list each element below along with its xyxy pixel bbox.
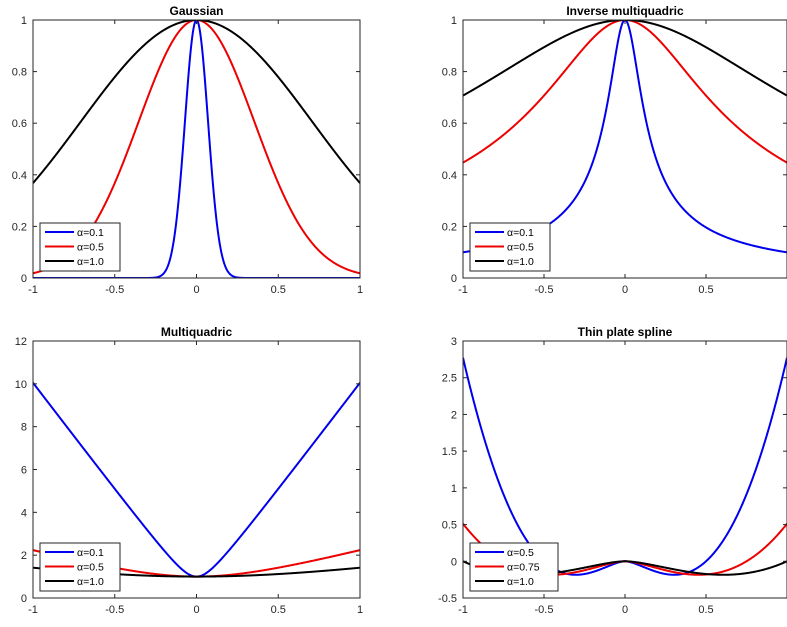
y-tick-label: 0 <box>451 273 457 285</box>
y-tick-label: 0.8 <box>12 67 27 79</box>
x-tick-label: -1 <box>28 284 38 296</box>
legend-label: α=0.75 <box>507 562 540 574</box>
legend: α=0.1 α=0.5 α=1.0 <box>39 542 121 592</box>
legend-label: α=1.0 <box>77 576 104 588</box>
chart-title: Gaussian <box>169 4 223 18</box>
y-tick-label: 2 <box>21 550 27 562</box>
chart-title: Thin plate spline <box>578 325 673 339</box>
x-tick-label: 0.5 <box>698 604 713 616</box>
series-line-3 <box>33 20 360 184</box>
series-line-2 <box>463 20 787 164</box>
y-tick-label: 0.2 <box>12 221 27 233</box>
y-tick-label: 0 <box>451 556 457 568</box>
x-tick-label: 0 <box>622 284 628 296</box>
x-tick-label: 0.5 <box>271 284 286 296</box>
y-tick-label: 12 <box>15 336 27 348</box>
legend-label: α=1.0 <box>507 576 534 588</box>
x-tick-label: -1 <box>28 604 38 616</box>
legend-label: α=0.5 <box>77 242 104 254</box>
chart-panel-1: -1 -0.5 0 0.5 100.20.40.60.81Gaussianα=0.1α=… <box>12 4 363 296</box>
x-tick-label: 1 <box>357 604 363 616</box>
legend-label: α=0.1 <box>77 227 104 239</box>
legend-label: α=0.5 <box>77 562 104 574</box>
y-tick-label: 1 <box>451 483 457 495</box>
y-tick-label: 0.6 <box>12 118 27 130</box>
legend-label: α=0.1 <box>507 227 534 239</box>
x-tick-label: 0.5 <box>271 604 286 616</box>
y-tick-label: -0.5 <box>438 593 457 605</box>
y-tick-label: 2 <box>451 409 457 421</box>
y-tick-label: 1 <box>21 15 27 27</box>
y-tick-label: 2.5 <box>442 373 457 385</box>
x-tick-label: 1 <box>357 284 363 296</box>
x-tick-label: 0 <box>193 604 199 616</box>
y-tick-label: 0.8 <box>442 67 457 79</box>
y-tick-label: 0.2 <box>442 221 457 233</box>
chart-panel-3: -1 -0.5 0 0.5 1024681012Multiquadricα=0.1α=0… <box>15 325 363 616</box>
x-tick-label: -0.5 <box>535 604 554 616</box>
y-tick-label: 1 <box>451 15 457 27</box>
legend: α=0.1 α=0.5 α=1.0 <box>469 222 551 272</box>
y-tick-label: 0.4 <box>442 170 457 182</box>
chart-title: Inverse multiquadric <box>566 4 684 18</box>
x-tick-label: -1 <box>458 604 468 616</box>
legend-label: α=0.5 <box>507 547 534 559</box>
y-tick-label: 0.4 <box>12 170 27 182</box>
x-tick-label: 0 <box>622 604 628 616</box>
y-tick-label: 0.5 <box>442 520 457 532</box>
y-tick-label: 0.6 <box>442 118 457 130</box>
x-tick-label: -0.5 <box>105 604 124 616</box>
x-tick-label: -0.5 <box>535 284 554 296</box>
y-tick-label: 10 <box>15 379 27 391</box>
y-tick-label: 4 <box>21 507 27 519</box>
chart-panel-2: -1 -0.5 0 0.5 0 0.2 0.4 0.6 0.8 1 Inverse multiqua… <box>442 4 787 296</box>
x-tick-label: 0 <box>193 284 199 296</box>
legend-label: α=1.0 <box>77 256 104 268</box>
y-tick-label: 3 <box>451 336 457 348</box>
y-tick-label: 1.5 <box>442 446 457 458</box>
legend-label: α=0.5 <box>507 242 534 254</box>
chart-title: Multiquadric <box>161 325 233 339</box>
legend: α=0.5 α=0.75 α=1.0 <box>469 542 559 592</box>
x-tick-label: 0.5 <box>698 284 713 296</box>
y-tick-label: 0 <box>21 593 27 605</box>
legend: α=0.1 α=0.5 α=1.0 <box>39 222 121 272</box>
y-tick-label: 0 <box>21 273 27 285</box>
x-tick-label: -0.5 <box>105 284 124 296</box>
x-tick-label: -1 <box>458 284 468 296</box>
y-tick-label: 8 <box>21 422 27 434</box>
y-tick-label: 6 <box>21 465 27 477</box>
series-line-3 <box>463 20 787 97</box>
legend-label: α=1.0 <box>507 256 534 268</box>
legend-label: α=0.1 <box>77 547 104 559</box>
